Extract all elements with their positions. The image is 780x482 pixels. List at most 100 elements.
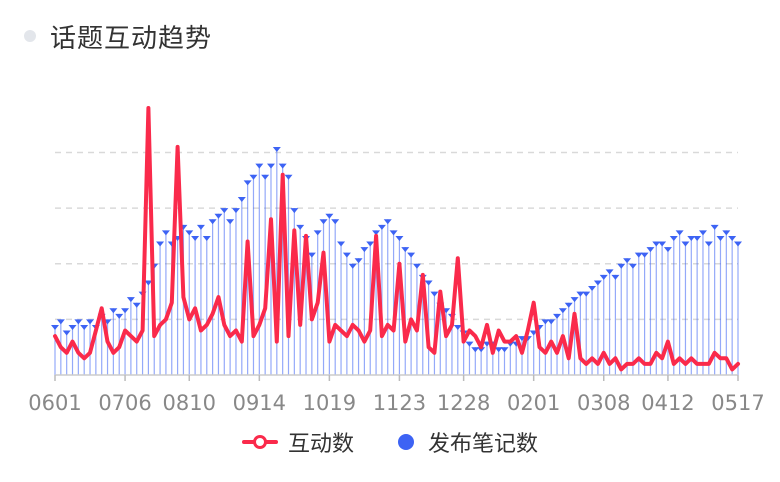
bar-cap bbox=[553, 313, 562, 319]
bar-cap bbox=[599, 274, 608, 280]
bar-cap bbox=[208, 219, 217, 225]
bar-cap bbox=[214, 213, 223, 219]
bar-cap bbox=[185, 230, 194, 236]
bar-cap bbox=[80, 324, 89, 330]
bar-cap bbox=[348, 263, 357, 269]
bar-cap bbox=[278, 163, 287, 169]
bar-cap bbox=[109, 308, 118, 314]
bar-cap bbox=[51, 324, 59, 330]
bar-cap bbox=[342, 252, 351, 258]
dot-marker-icon bbox=[398, 434, 414, 450]
bar-cap bbox=[296, 224, 305, 230]
x-tick-label: 0517 bbox=[711, 391, 764, 415]
x-axis: 0601 0706 0810 0914 1019 1123 1228 0201 0308 0412… bbox=[28, 374, 765, 415]
bar-cap bbox=[646, 247, 655, 253]
bar-cap bbox=[558, 308, 567, 314]
bar-cap bbox=[628, 263, 637, 269]
bar-cap bbox=[156, 241, 165, 247]
chart-area: 0601 0706 0810 0914 1019 1123 1228 0201 0308 0412… bbox=[28, 106, 765, 415]
bar-cap bbox=[640, 252, 649, 258]
bar-cap bbox=[430, 291, 439, 297]
x-tick-label: 0601 bbox=[28, 391, 81, 415]
chart-title-text: 话题互动趋势 bbox=[50, 23, 213, 54]
bar-cap bbox=[313, 230, 322, 236]
bar-cap bbox=[383, 219, 392, 225]
bar-cap bbox=[453, 324, 462, 330]
bar-cap bbox=[611, 274, 620, 280]
bar-cap bbox=[202, 235, 211, 241]
bar-cap bbox=[331, 219, 340, 225]
bar-cap bbox=[337, 241, 346, 247]
bar-cap bbox=[687, 235, 696, 241]
bar-cap bbox=[588, 286, 597, 291]
x-tick-label: 0201 bbox=[507, 391, 560, 415]
bar-cap bbox=[132, 302, 141, 308]
bar-cap bbox=[307, 252, 316, 258]
bar-series-notes bbox=[51, 146, 742, 375]
bar-cap bbox=[121, 308, 130, 314]
bar-cap bbox=[617, 263, 626, 269]
bar-cap bbox=[243, 180, 252, 186]
bar-cap bbox=[191, 235, 200, 241]
bar-cap bbox=[570, 297, 579, 303]
bar-cap bbox=[284, 174, 293, 180]
bar-cap bbox=[395, 235, 404, 241]
bar-cap bbox=[704, 241, 713, 247]
bar-cap bbox=[734, 241, 742, 247]
title-dot-icon bbox=[24, 30, 36, 42]
x-tick-label: 0810 bbox=[163, 391, 216, 415]
bar-cap bbox=[319, 219, 328, 225]
bar-cap bbox=[249, 174, 258, 180]
bar-cap bbox=[669, 235, 678, 241]
bar-cap bbox=[389, 230, 398, 236]
bar-cap bbox=[360, 247, 369, 253]
bar-cap bbox=[226, 219, 235, 225]
bar-cap bbox=[62, 330, 71, 336]
bar-cap bbox=[424, 280, 433, 286]
interaction-line bbox=[53, 106, 740, 372]
bar-cap bbox=[412, 263, 421, 269]
legend-label-notes: 发布笔记数 bbox=[428, 432, 539, 457]
bar-cap bbox=[255, 163, 264, 169]
bar-cap bbox=[220, 208, 229, 214]
bar-cap bbox=[68, 324, 77, 330]
x-tick-label: 1123 bbox=[373, 391, 426, 415]
bar-cap bbox=[354, 258, 363, 264]
bar-cap bbox=[652, 241, 661, 247]
bar-cap bbox=[126, 297, 135, 303]
x-tick-label: 0706 bbox=[98, 391, 151, 415]
bar-cap bbox=[144, 280, 153, 286]
bar-cap bbox=[372, 230, 381, 236]
bar-cap bbox=[658, 241, 667, 247]
bar-cap bbox=[547, 319, 556, 325]
bar-cap bbox=[161, 230, 170, 236]
bar-cap bbox=[407, 252, 416, 258]
bar-cap bbox=[290, 208, 299, 214]
bar-cap bbox=[698, 230, 707, 236]
legend-item-interactions[interactable]: 互动数 bbox=[241, 426, 354, 458]
x-tick-label: 1228 bbox=[437, 391, 490, 415]
bar-cap bbox=[231, 208, 240, 214]
bar-cap bbox=[477, 347, 486, 353]
bar-cap bbox=[582, 291, 591, 297]
bar-cap bbox=[623, 258, 632, 264]
bar-cap bbox=[325, 213, 334, 219]
bar-cap bbox=[377, 224, 386, 230]
x-tick-label: 0308 bbox=[577, 391, 630, 415]
bar-cap bbox=[471, 347, 480, 353]
bar-cap bbox=[693, 235, 702, 241]
bar-cap bbox=[663, 247, 672, 253]
bar-cap bbox=[196, 224, 205, 230]
bar-cap bbox=[115, 313, 124, 319]
legend: 互动数 发布笔记数 bbox=[0, 425, 780, 459]
bar-cap bbox=[272, 146, 281, 152]
bar-cap bbox=[56, 319, 65, 325]
bar-cap bbox=[494, 347, 503, 353]
bar-cap bbox=[710, 224, 719, 230]
bar-cap bbox=[576, 291, 585, 297]
bar-cap bbox=[728, 235, 737, 241]
legend-item-notes[interactable]: 发布笔记数 bbox=[398, 426, 538, 458]
bar-cap bbox=[500, 347, 509, 353]
bar-cap bbox=[593, 280, 602, 286]
bar-cap bbox=[74, 319, 83, 325]
